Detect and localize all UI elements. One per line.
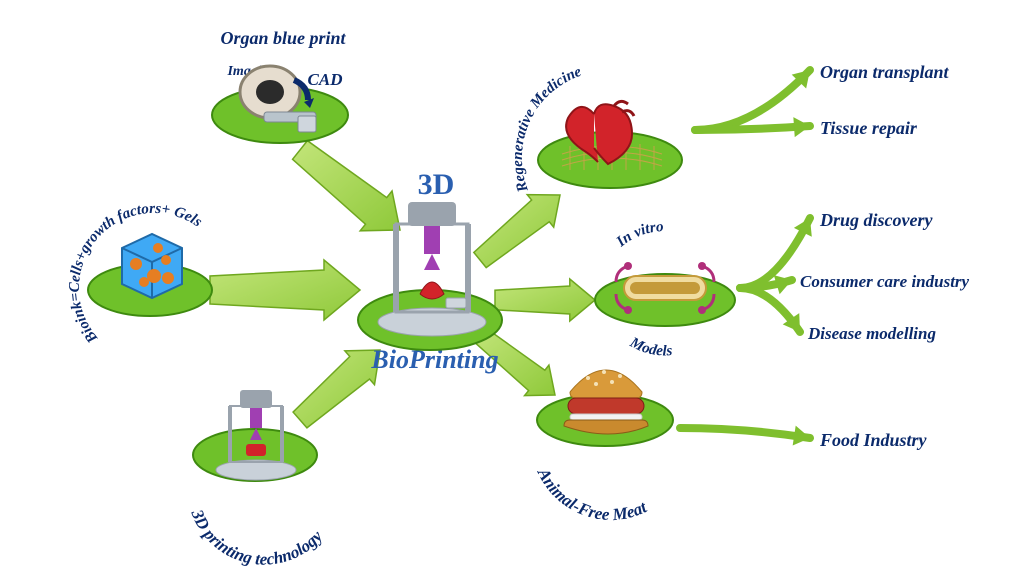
bioprinting-diagram: { "canvas": { "width": 1024, "height": 5… <box>0 0 1024 576</box>
leaf-label: Tissue repair <box>820 118 917 139</box>
invitro-top-label: In vitro <box>613 219 664 251</box>
meat-arc-label: Animal-Free Meat <box>533 464 650 524</box>
leaf-label: Consumer care industry <box>800 272 969 292</box>
printtech-arc-label: 3D printing technology <box>187 506 326 569</box>
leaf-label: Drug discovery <box>820 210 932 231</box>
ct-scanner-illustration <box>234 58 326 138</box>
invitro-bot-label: Models <box>626 334 673 359</box>
microfluidic-chip-illustration <box>610 258 720 318</box>
printer-center-illustration <box>376 198 488 338</box>
printer-small-illustration <box>212 386 300 482</box>
svg-text:3D printing technology: 3D printing technology <box>187 506 326 569</box>
heart-scaffold-illustration <box>558 96 666 186</box>
leaf-label: Food Industry <box>820 430 927 451</box>
svg-text:Models: Models <box>626 334 673 359</box>
center-title-top: 3D <box>396 168 476 202</box>
burger-illustration <box>560 362 652 440</box>
svg-text:In vitro: In vitro <box>613 219 664 251</box>
bioink-cube-illustration <box>108 224 194 304</box>
leaf-label: Disease modelling <box>808 324 936 344</box>
leaf-label: Organ transplant <box>820 62 949 83</box>
center-title-bottom: BioPrinting <box>350 345 520 375</box>
svg-text:Animal-Free Meat: Animal-Free Meat <box>533 464 650 524</box>
organ-blueprint-label: Organ blue print <box>198 28 368 49</box>
